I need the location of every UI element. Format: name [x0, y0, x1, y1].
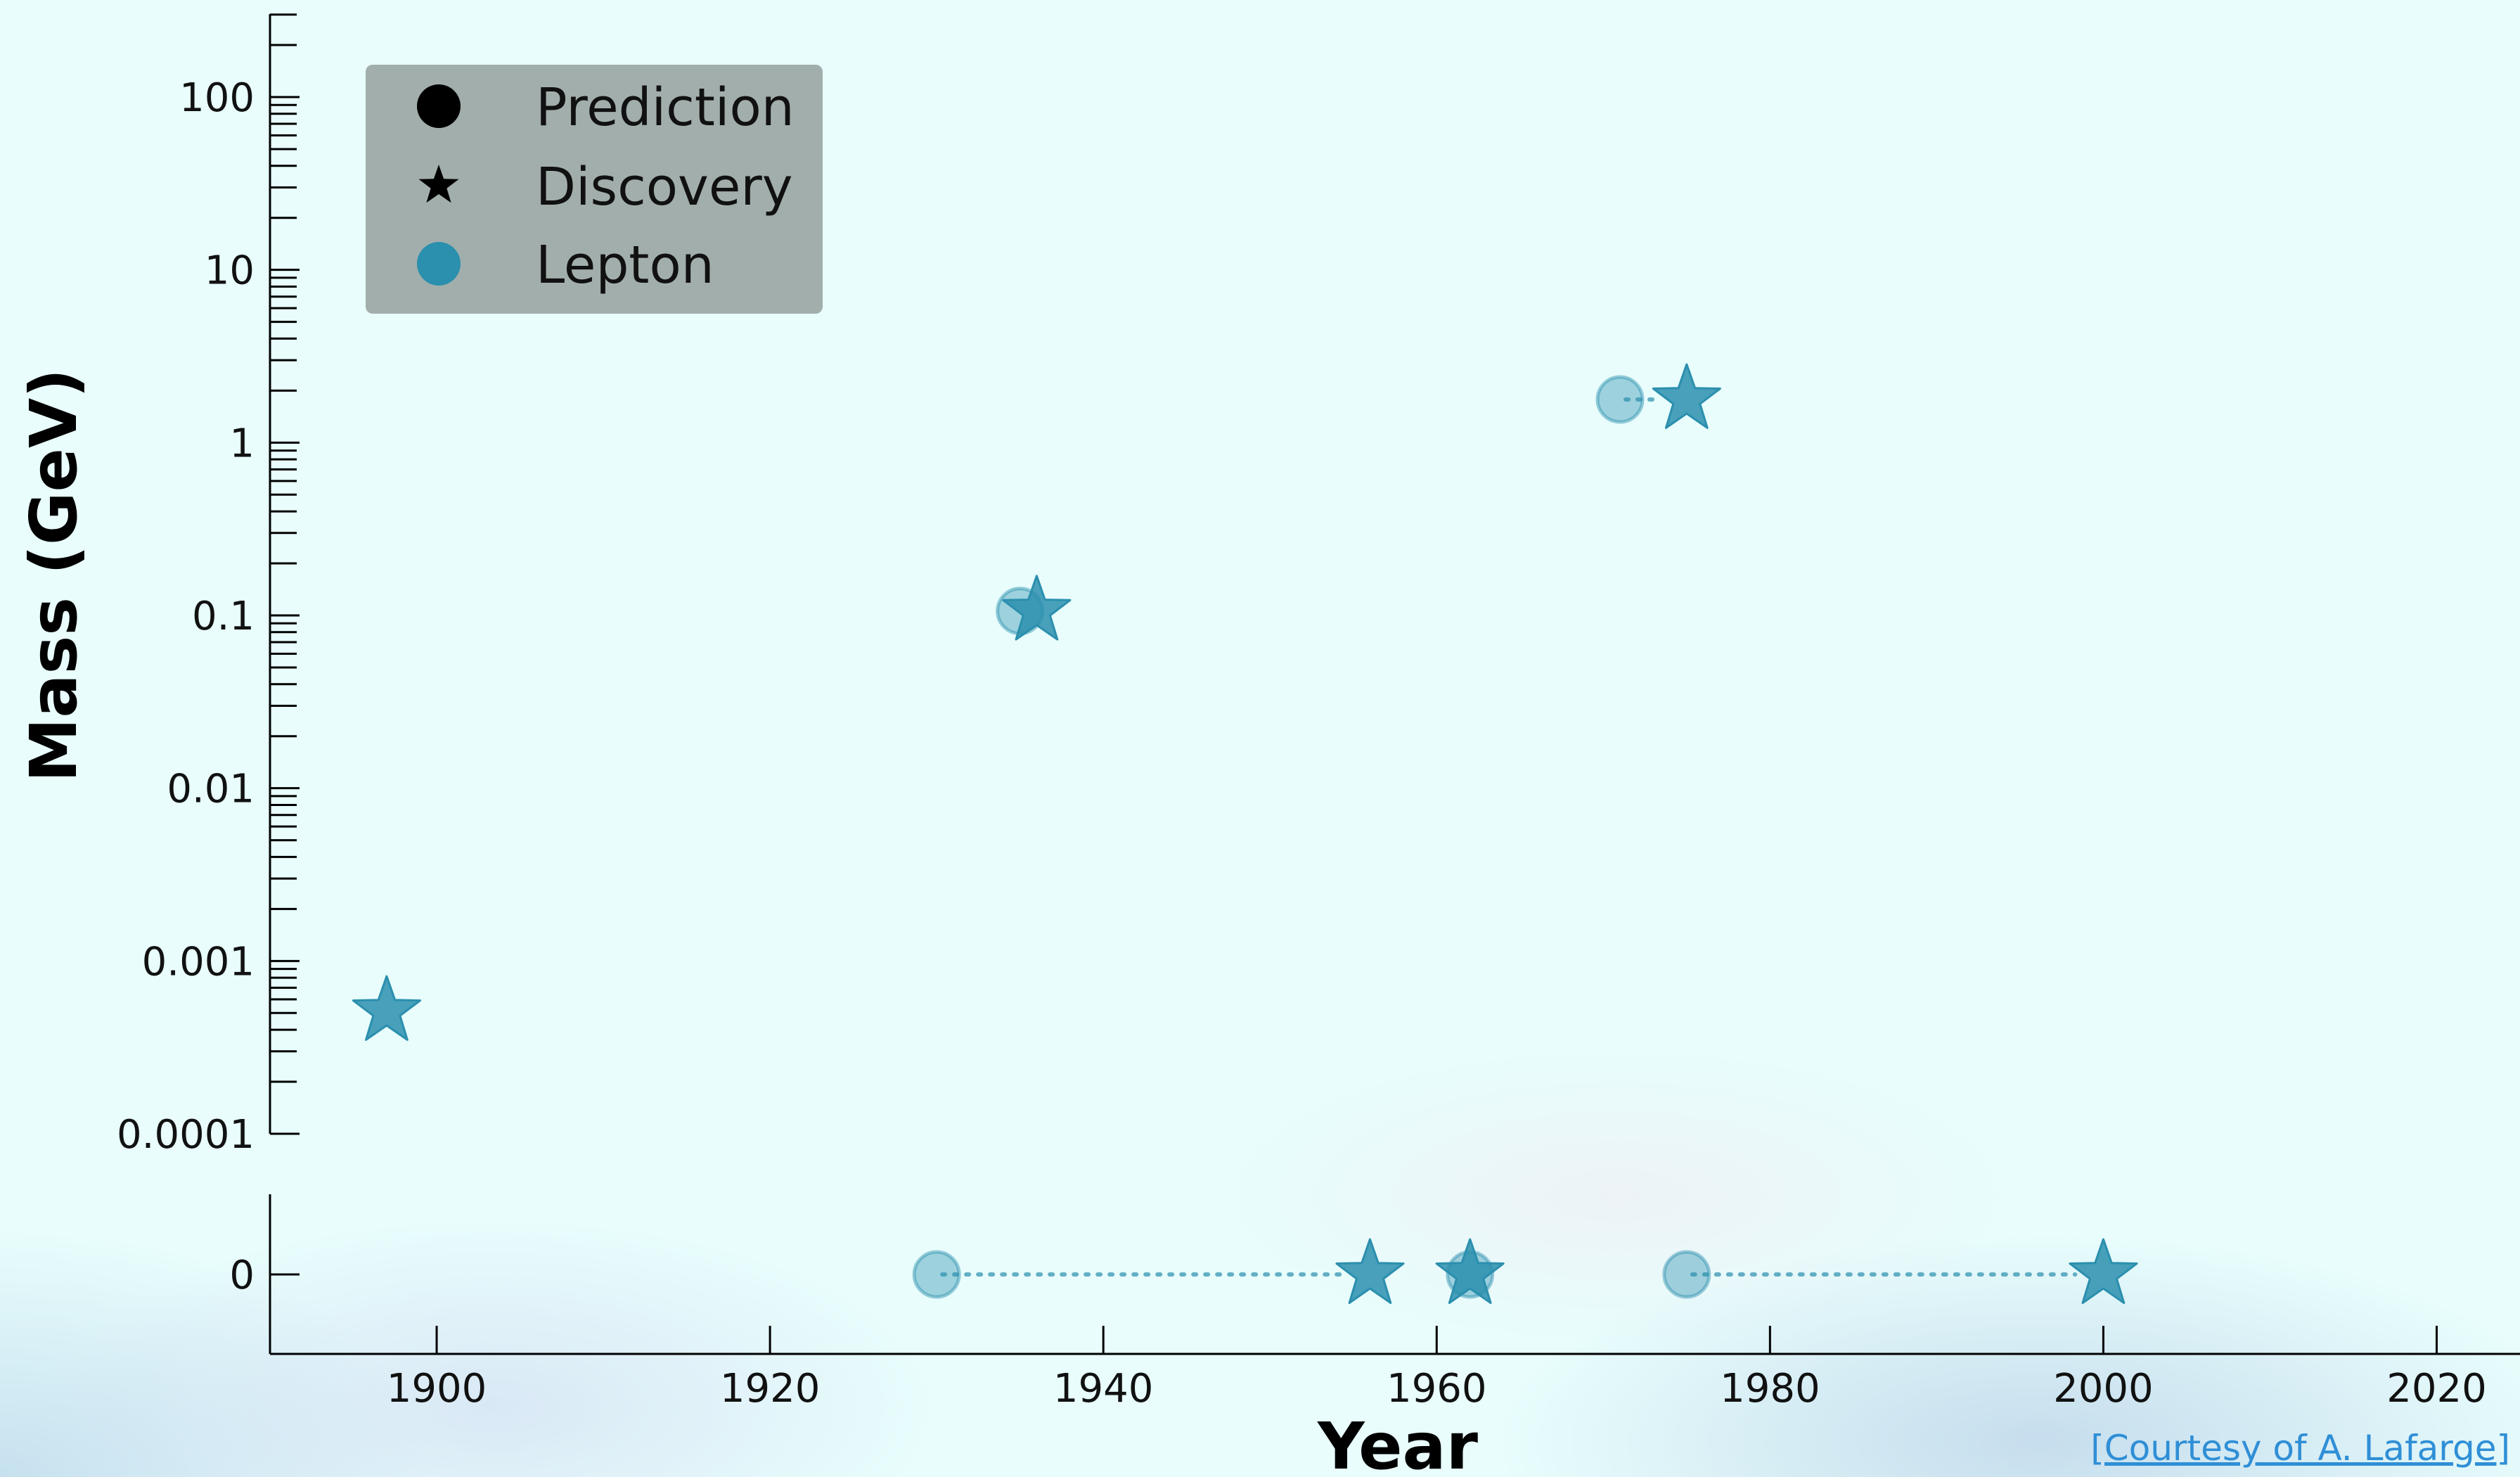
y-tick-label: 0.001	[142, 939, 255, 985]
y-tick-label: 10	[205, 248, 255, 294]
prediction-marker	[1595, 375, 1645, 424]
data-points	[352, 363, 2138, 1304]
x-tick-label: 1940	[1053, 1366, 1154, 1412]
discovery-marker	[2069, 1238, 2138, 1304]
legend-label: Lepton	[536, 235, 714, 295]
discovery-marker	[1652, 363, 1721, 429]
legend-box	[366, 65, 823, 314]
legend-label: Prediction	[536, 77, 795, 138]
legend-label: Discovery	[536, 157, 793, 217]
discovery-marker	[1335, 1238, 1405, 1304]
discovery-marker	[1002, 575, 1072, 641]
axes: 100 10 1 0.1 0.01 0.001 0.0001 0 1900 1920 1940 196…	[117, 13, 2520, 1412]
y-tick-label: 0.0001	[117, 1112, 255, 1158]
discovery-marker	[1435, 1238, 1505, 1304]
x-tick-label: 1920	[720, 1366, 821, 1412]
y-tick-label: 0.01	[167, 767, 255, 812]
x-tick-label: 1960	[1387, 1366, 1487, 1412]
y-tick-label: 0	[229, 1253, 255, 1298]
legend-star-icon	[418, 165, 459, 203]
legend: Prediction Discovery Lepton	[366, 65, 823, 314]
x-tick-label: 1980	[1720, 1366, 1820, 1412]
y-axis-title: Mass (GeV)	[16, 369, 91, 782]
legend-circle-icon	[417, 84, 461, 128]
y-tick-label: 100	[179, 75, 255, 121]
x-axis-title: Year	[1317, 1409, 1479, 1477]
discovery-marker	[352, 975, 421, 1041]
x-tick-label: 1900	[387, 1366, 487, 1412]
prediction-marker	[1662, 1250, 1711, 1299]
prediction-marker	[912, 1250, 961, 1299]
y-tick-label: 1	[229, 421, 255, 466]
credit-link[interactable]: [Courtesy of A. Lafarge]	[2090, 1428, 2510, 1469]
x-tick-label: 2020	[2386, 1366, 2487, 1412]
y-tick-label: 0.1	[192, 594, 255, 639]
legend-lepton-icon	[417, 242, 461, 286]
x-tick-label: 2000	[2053, 1366, 2154, 1412]
